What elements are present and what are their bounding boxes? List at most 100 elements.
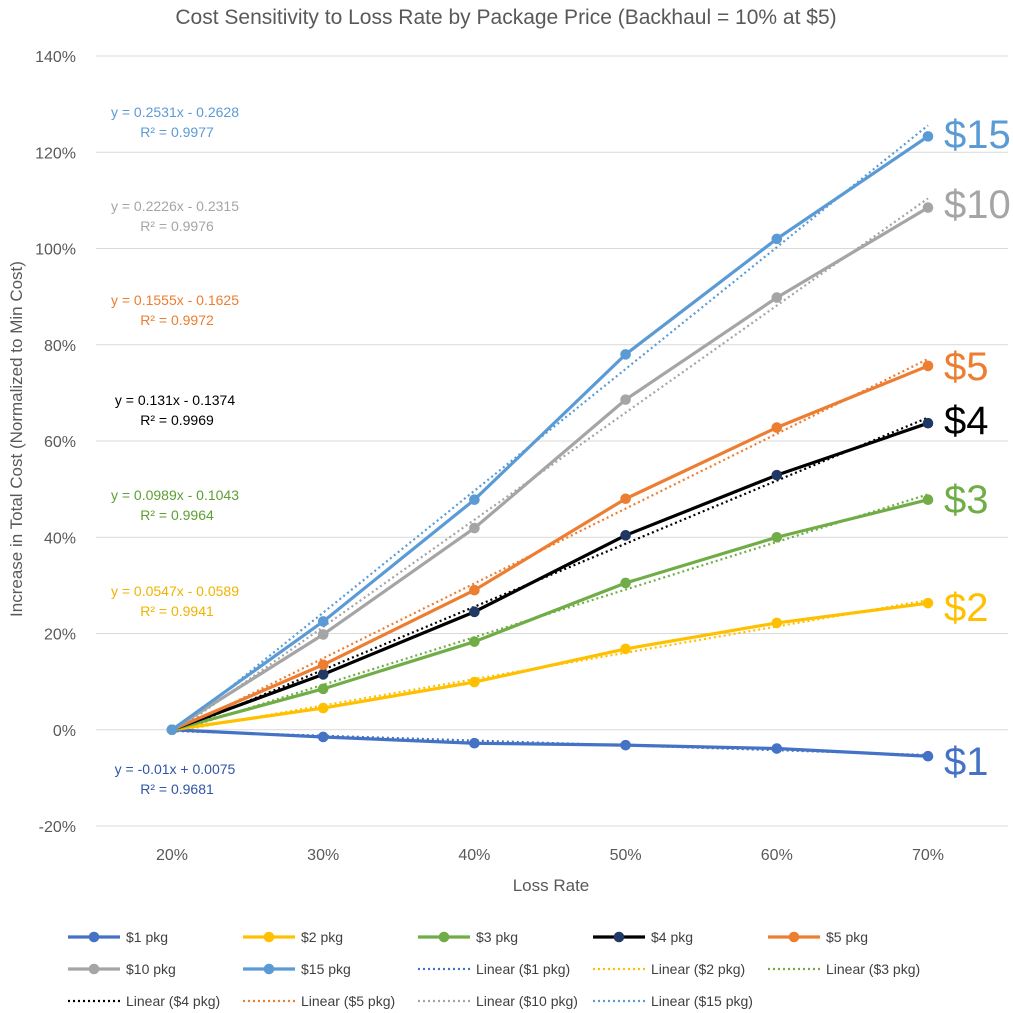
data-point: [620, 577, 631, 589]
trendline-15-pkg: [171, 124, 929, 736]
trend-equation: y = 0.2531x - 0.2628: [111, 104, 239, 120]
y-tick-label: -20%: [39, 819, 76, 836]
end-label-2-pkg: $2: [944, 586, 989, 630]
legend-label: Linear ($10 pkg): [476, 993, 578, 1009]
legend-marker: [263, 963, 275, 975]
y-tick-label: 20%: [44, 627, 76, 644]
legend-label: $4 pkg: [651, 929, 693, 945]
legend-item: Linear ($10 pkg): [418, 993, 578, 1009]
legend-label: $10 pkg: [126, 961, 176, 977]
data-point: [771, 422, 783, 433]
x-axis-label: Loss Rate: [513, 876, 590, 895]
end-label-15-pkg: $15: [944, 113, 1011, 157]
end-label-1-pkg: $1: [944, 740, 989, 784]
data-point: [771, 233, 783, 245]
legend-label: Linear ($5 pkg): [301, 993, 395, 1009]
data-point: [922, 750, 934, 762]
data-point: [620, 643, 631, 655]
legend-marker: [88, 931, 100, 943]
y-tick-label: 120%: [35, 145, 76, 162]
data-point: [771, 531, 783, 543]
data-point: [469, 584, 480, 596]
data-point: [317, 702, 329, 714]
series-line: [171, 421, 929, 732]
data-point: [922, 202, 934, 213]
legend-item: $1 pkg: [68, 929, 168, 945]
end-label-5-pkg: $5: [944, 345, 989, 389]
data-point: [317, 616, 329, 627]
legend-item: Linear ($2 pkg): [593, 961, 745, 977]
data-point: [922, 131, 934, 142]
legend-item: Linear ($1 pkg): [418, 961, 570, 977]
trend-r2: R² = 0.9972: [140, 312, 214, 328]
x-tick-label: 70%: [912, 847, 944, 864]
end-label-3-pkg: $3: [944, 478, 989, 522]
legend-label: $3 pkg: [476, 929, 518, 945]
data-point: [620, 739, 631, 751]
data-point: [317, 629, 329, 640]
trend-r2: R² = 0.9964: [140, 507, 214, 523]
end-label-10-pkg: $10: [944, 183, 1011, 227]
series-line: [171, 601, 929, 732]
legend-item: Linear ($15 pkg): [593, 993, 753, 1009]
legend: $1 pkg $2 pkg $3 pkg $4 pkg $5 pkg $10 pkg $15…: [68, 929, 920, 1009]
data-point: [620, 493, 631, 505]
legend-item: $2 pkg: [243, 929, 343, 945]
legend-label: Linear ($2 pkg): [651, 961, 745, 977]
series-line: [171, 498, 929, 732]
trend-r2: R² = 0.9681: [140, 781, 214, 797]
data-point: [469, 676, 480, 688]
series-line: [171, 364, 929, 732]
series-line: [171, 135, 929, 732]
legend-label: Linear ($3 pkg): [826, 961, 920, 977]
data-point: [771, 617, 783, 629]
trend-equation: y = 0.0989x - 0.1043: [111, 487, 239, 503]
data-point: [469, 606, 480, 618]
series-end-labels: $1 $2 $3 $4 $5 $10 $15: [944, 113, 1011, 784]
data-point: [469, 522, 480, 534]
legend-label: $2 pkg: [301, 929, 343, 945]
end-label-4-pkg: $4: [944, 399, 989, 443]
trend-r2: R² = 0.9941: [140, 603, 214, 619]
series-5-pkg: [166, 360, 934, 736]
data-point: [620, 349, 631, 360]
legend-label: Linear ($1 pkg): [476, 961, 570, 977]
series-1-pkg: [166, 724, 934, 762]
trend-equations: y = -0.01x + 0.0075 R² = 0.9681 y = 0.0547…: [111, 104, 239, 797]
x-tick-label: 30%: [307, 847, 339, 864]
data-point: [922, 417, 934, 429]
data-point: [317, 683, 329, 695]
legend-marker: [263, 931, 275, 943]
legend-marker: [788, 931, 800, 943]
data-point: [771, 292, 783, 303]
legend-label: $1 pkg: [126, 929, 168, 945]
y-tick-label: 0%: [53, 723, 76, 740]
trend-equation: y = 0.1555x - 0.1625: [111, 292, 239, 308]
data-point: [922, 494, 934, 506]
data-point: [620, 530, 631, 541]
legend-marker: [88, 963, 100, 975]
data-point: [771, 743, 783, 754]
y-tick-label: 60%: [44, 434, 76, 451]
data-point: [922, 360, 934, 372]
series-15-pkg: [166, 131, 934, 736]
legend-item: $5 pkg: [768, 929, 868, 945]
trend-equation: y = 0.0547x - 0.0589: [111, 583, 239, 599]
data-series: [166, 131, 934, 762]
y-axis-ticks: -20% 0% 20% 40% 60% 80% 100% 120% 140%: [35, 49, 76, 836]
y-tick-label: 100%: [35, 242, 76, 259]
trend-equation: y = -0.01x + 0.0075: [115, 761, 236, 777]
trend-r2: R² = 0.9976: [140, 218, 214, 234]
data-point: [771, 469, 783, 481]
legend-label: Linear ($15 pkg): [651, 993, 753, 1009]
legend-item: Linear ($4 pkg): [68, 993, 220, 1009]
data-point: [166, 724, 178, 736]
gridlines: [96, 55, 1008, 827]
series-3-pkg: [166, 494, 934, 736]
legend-item: $3 pkg: [418, 929, 518, 945]
data-point: [469, 636, 480, 647]
data-point: [317, 731, 329, 743]
trendline-4-pkg: [171, 416, 929, 734]
series-line: [171, 728, 929, 758]
